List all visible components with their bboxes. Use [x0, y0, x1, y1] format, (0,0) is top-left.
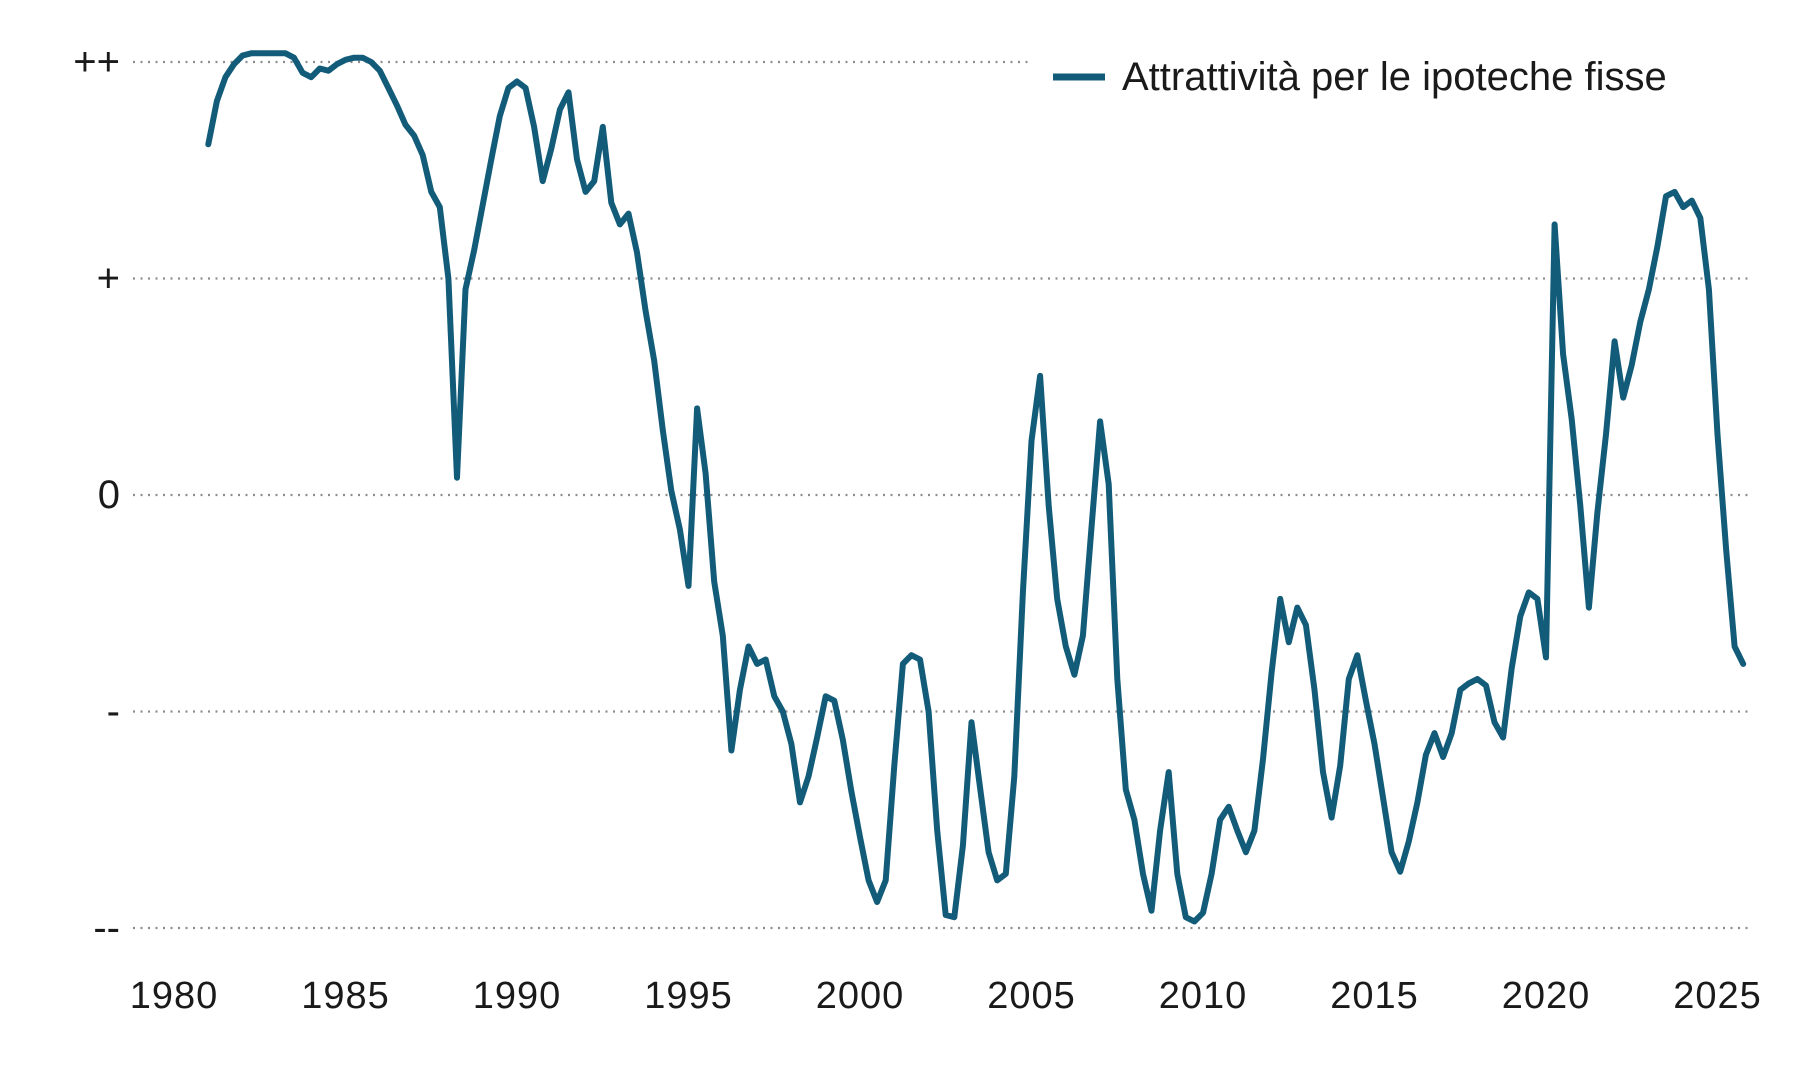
- x-axis-label: 2025: [1673, 975, 1762, 1017]
- x-axis-label: 1990: [473, 975, 562, 1017]
- x-axis-label: 2020: [1502, 975, 1591, 1017]
- horizontal-gridlines: [133, 60, 1752, 930]
- x-axis-label: 1980: [130, 975, 219, 1017]
- y-axis-label: +: [97, 257, 120, 301]
- x-axis-label: 2015: [1330, 975, 1419, 1017]
- x-axis-label: 2000: [816, 975, 905, 1017]
- x-axis-label: 1995: [644, 975, 733, 1017]
- y-axis-labels: +++0---: [73, 40, 120, 950]
- legend: Attrattività per le ipoteche fisse: [1033, 36, 1760, 106]
- y-axis-label: 0: [98, 473, 120, 517]
- legend-background: [1033, 36, 1760, 106]
- x-axis-label: 1985: [301, 975, 390, 1017]
- y-axis-label: ++: [73, 40, 120, 84]
- y-axis-label: -: [107, 690, 120, 734]
- legend-label: Attrattività per le ipoteche fisse: [1122, 55, 1667, 99]
- y-axis-label: --: [93, 906, 120, 950]
- x-axis-labels: 1980 1985 1990 1995 2000 2005 2010 2015 2020 2025: [130, 975, 1762, 1017]
- x-axis-label: 2005: [987, 975, 1076, 1017]
- x-axis-label: 2010: [1159, 975, 1248, 1017]
- series-line: [205, 50, 1747, 925]
